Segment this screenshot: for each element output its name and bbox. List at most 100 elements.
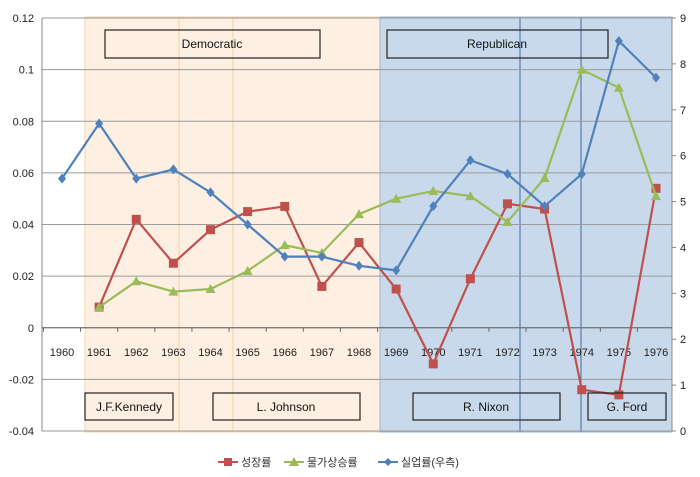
data-point-triangle [502, 216, 513, 226]
y-left-tick-label: 0.06 [13, 168, 34, 180]
data-point-diamond [317, 251, 326, 262]
legend-unemployment: 실업률(우측) [401, 456, 459, 469]
ford-label: G. Ford [607, 400, 648, 414]
data-point-square [614, 390, 624, 400]
data-point-triangle [613, 82, 624, 92]
data-point-square [131, 214, 141, 224]
ford-label-box [587, 392, 667, 421]
data-point-triangle [465, 191, 476, 201]
x-tick-label: 1967 [310, 347, 334, 359]
x-tick-label: 1961 [87, 347, 111, 359]
y-right-tick-label: 5 [680, 197, 686, 209]
y-right-tick-label: 2 [680, 334, 686, 346]
data-point-diamond [614, 35, 623, 46]
republican-label-box [386, 29, 609, 59]
y-right-tick-label: 8 [680, 59, 686, 71]
data-point-triangle [539, 173, 550, 183]
x-tick-label: 1976 [644, 347, 668, 359]
data-point-triangle [651, 191, 661, 201]
y-left-tick-label: 0.08 [13, 116, 34, 128]
y-left-tick-label: 0 [28, 323, 34, 335]
data-point-square [317, 281, 327, 291]
data-point-diamond [392, 265, 401, 276]
johnson-label-box [212, 392, 361, 421]
data-point-diamond [58, 173, 66, 184]
data-point-square [168, 258, 178, 268]
y-right-tick-label: 4 [680, 242, 686, 254]
x-tick-label: 1966 [273, 347, 297, 359]
y-right-tick-label: 1 [680, 380, 686, 392]
data-point-diamond [466, 155, 475, 166]
data-point-square [243, 207, 253, 217]
data-point-diamond [206, 187, 215, 198]
data-point-diamond [355, 260, 363, 271]
data-point-triangle [576, 64, 587, 74]
x-tick-label: 1973 [532, 347, 556, 359]
data-point-square [206, 225, 215, 235]
nixon-label: R. Nixon [463, 400, 509, 414]
y-right-tick-label: 7 [680, 105, 686, 117]
data-point-square [465, 274, 475, 284]
series-line-1 [98, 68, 658, 309]
y-left-tick-label: 0.12 [13, 13, 34, 25]
data-point-triangle [168, 286, 179, 296]
data-point-triangle [94, 302, 105, 312]
legend-marker-triangle [289, 457, 299, 466]
data-point-triangle [428, 185, 439, 195]
data-point-square [503, 199, 512, 209]
data-point-square [651, 183, 661, 193]
data-point-triangle [205, 284, 216, 294]
y-left-tick-label: 0.02 [13, 271, 34, 283]
y-left-tick-label: -0.02 [9, 374, 34, 386]
y-right-tick-label: 9 [680, 13, 686, 25]
johnson-label: L. Johnson [257, 400, 316, 414]
data-point-diamond [243, 219, 252, 230]
x-tick-label: 1963 [161, 347, 185, 359]
data-point-diamond [95, 118, 104, 129]
x-tick-label: 1968 [347, 347, 371, 359]
kennedy-label: J.F.Kennedy [96, 400, 162, 414]
data-point-triangle [391, 193, 402, 203]
y-right-tick-label: 6 [680, 151, 686, 163]
legend: 성장률 물가상승률 실업률(우측) [218, 456, 459, 469]
data-point-square [280, 201, 290, 211]
y-left-tick-label: 0.04 [13, 220, 34, 232]
x-tick-label: 1971 [458, 347, 482, 359]
legend-growth: 성장률 [241, 456, 271, 469]
democratic-label-box [104, 29, 321, 59]
x-tick-label: 1965 [235, 347, 259, 359]
legend-marker-diamond [384, 458, 392, 466]
data-point-triangle [279, 240, 290, 250]
data-point-diamond [132, 173, 141, 184]
data-point-square [428, 359, 438, 369]
y-left-tick-label: 0.1 [19, 65, 34, 77]
series-line-0 [98, 188, 658, 397]
data-point-square [577, 385, 587, 395]
y-left-tick-label: -0.04 [9, 426, 34, 438]
data-point-triangle [354, 209, 364, 219]
y-right-tick-label: 3 [680, 288, 686, 300]
data-point-diamond [577, 169, 586, 180]
y-right-tick-label: 0 [680, 426, 686, 438]
x-tick-label: 1972 [495, 347, 519, 359]
data-point-diamond [503, 169, 512, 180]
legend-inflation: 물가상승률 [307, 456, 358, 469]
x-tick-label: 1960 [50, 347, 74, 359]
legend-marker-square [224, 458, 232, 466]
nixon-label-box [412, 392, 561, 421]
x-tick-label: 1964 [198, 347, 222, 359]
data-point-diamond [280, 251, 289, 262]
data-point-triangle [131, 276, 142, 286]
data-point-square [354, 238, 364, 248]
kennedy-label-box [84, 392, 174, 421]
x-tick-label: 1969 [384, 347, 408, 359]
democratic-label: Democratic [182, 37, 243, 51]
republican-label: Republican [467, 37, 527, 51]
data-point-diamond [429, 201, 438, 212]
data-point-square [391, 284, 401, 294]
data-point-diamond [540, 201, 549, 212]
data-point-diamond [169, 164, 178, 175]
data-point-triangle [242, 265, 253, 275]
